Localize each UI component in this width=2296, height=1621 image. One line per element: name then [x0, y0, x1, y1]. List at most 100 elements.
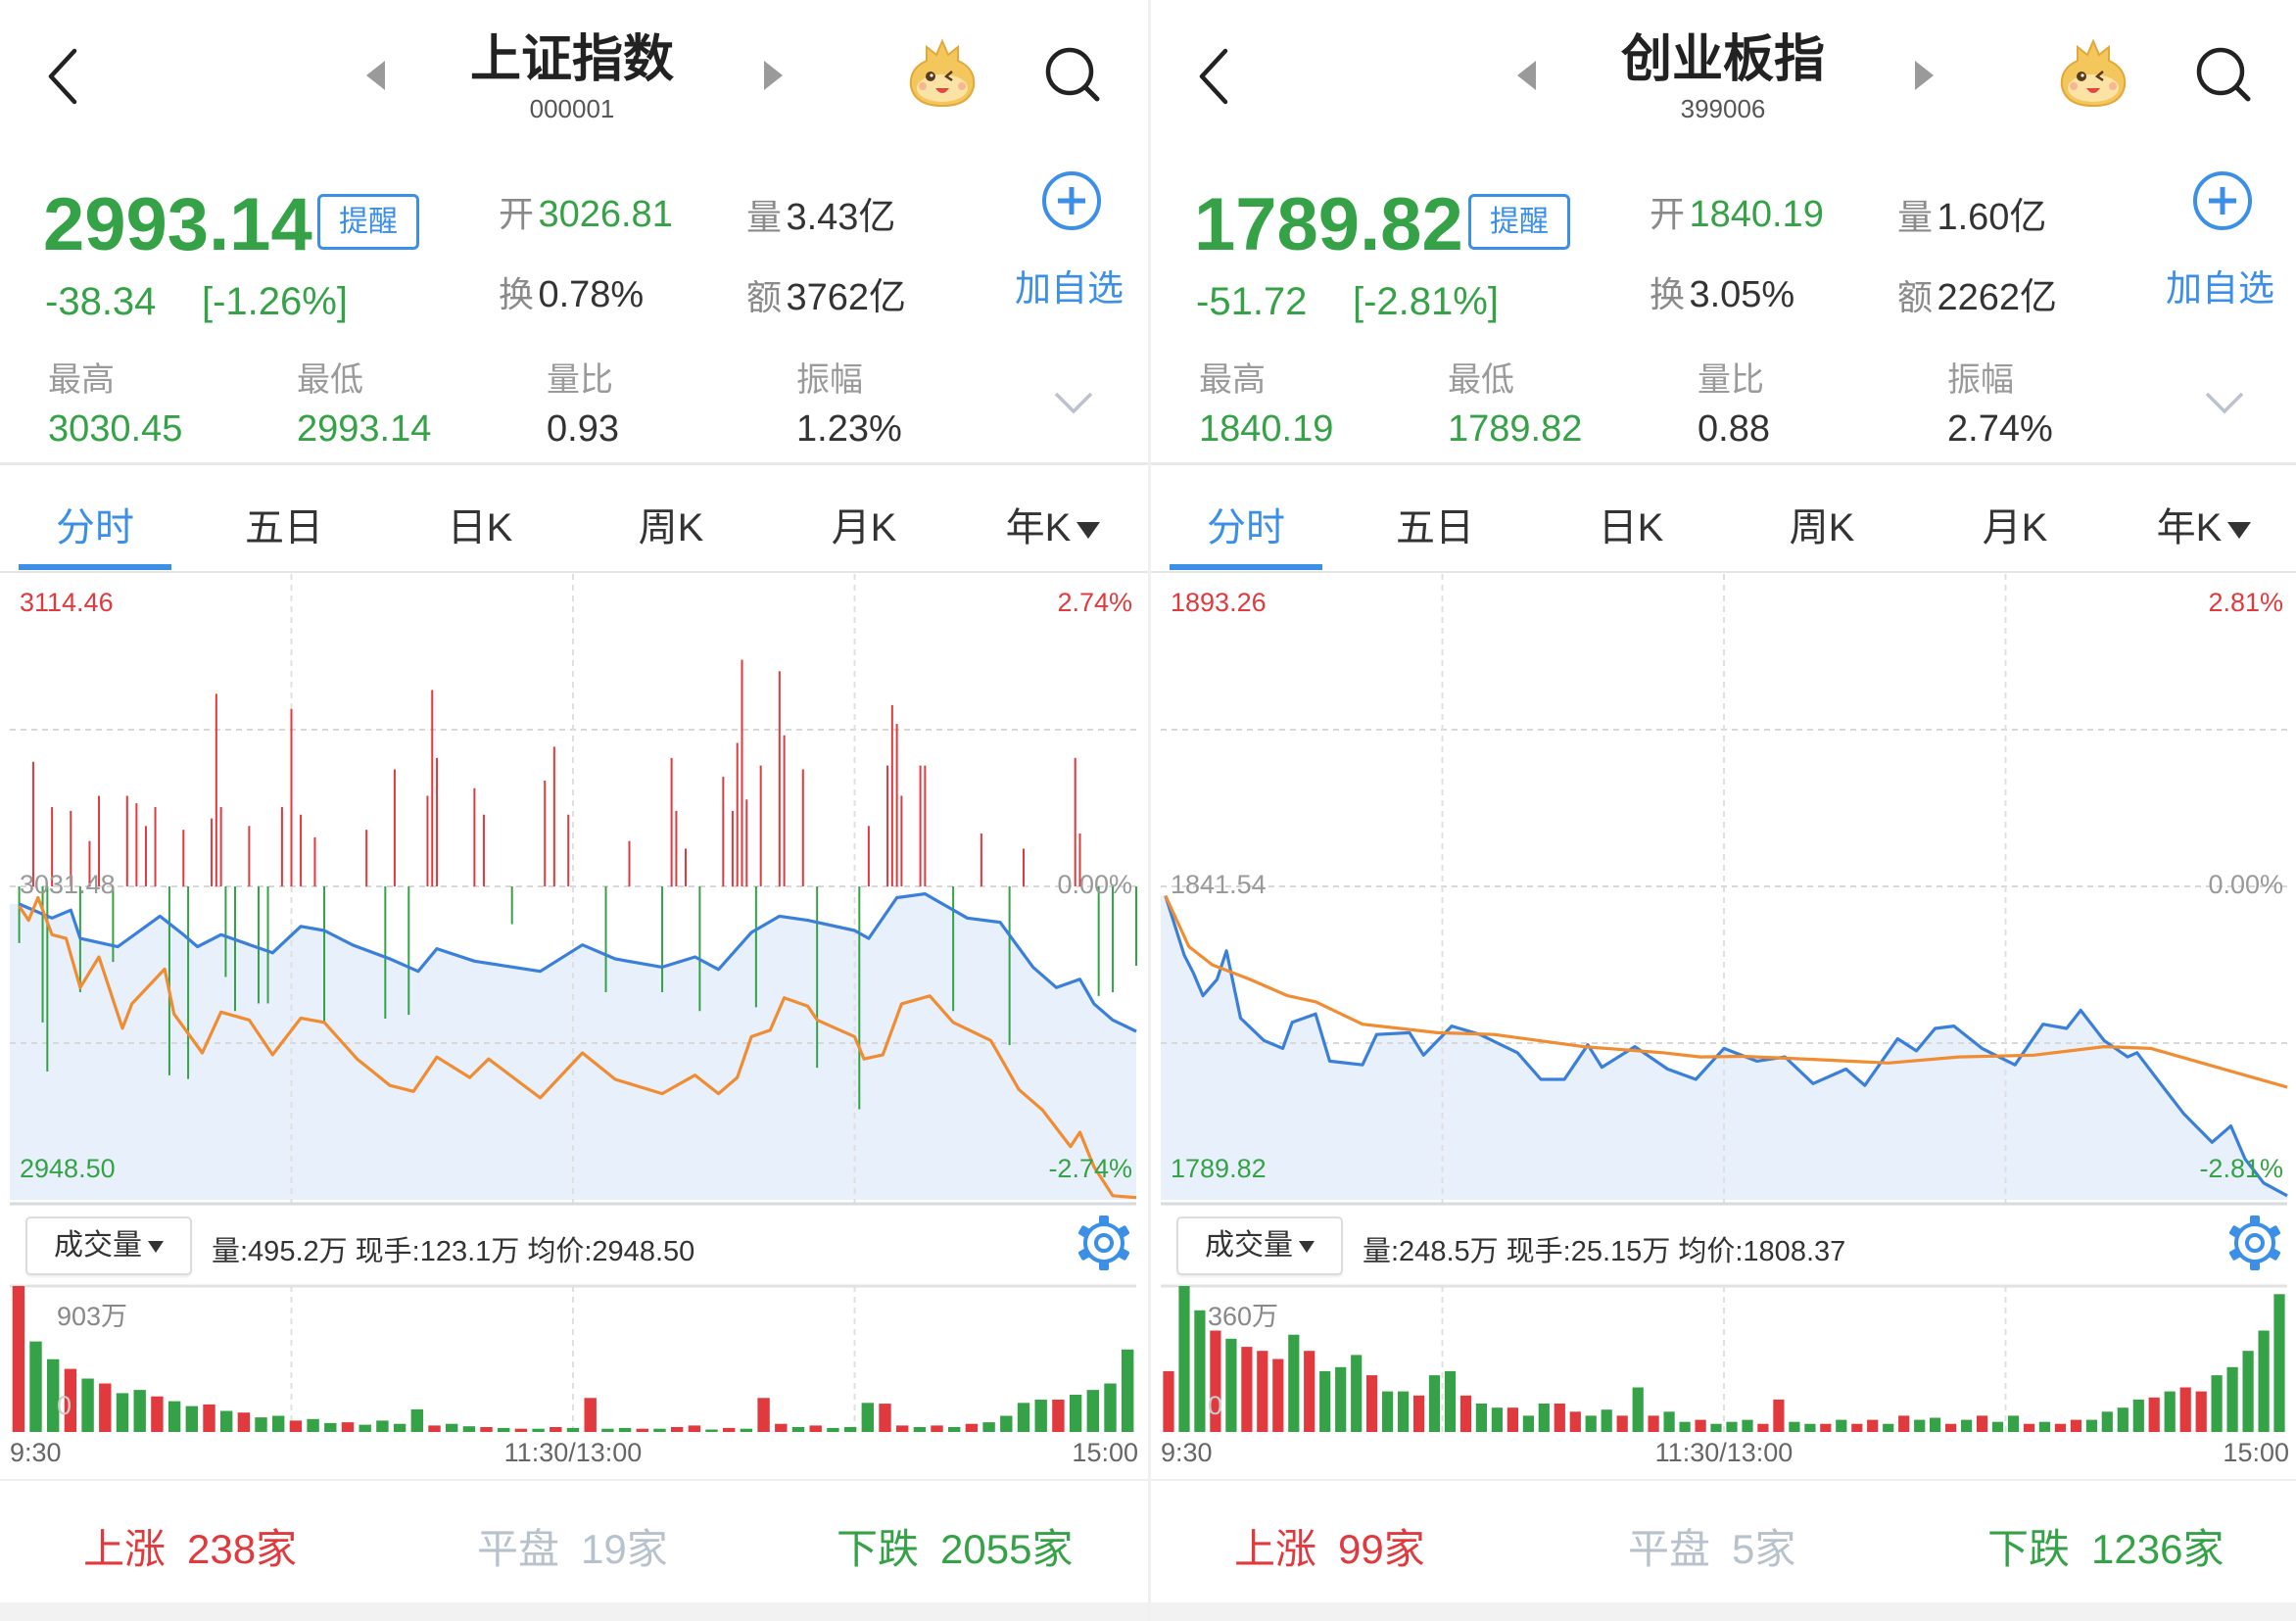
search-icon[interactable] [1042, 45, 1105, 106]
tab-yearly-k[interactable]: 年K [980, 496, 1126, 552]
volume-bar [1459, 1395, 1472, 1433]
volume-bar [220, 1410, 233, 1432]
indicator-select[interactable]: 成交量 [25, 1216, 192, 1275]
tab-daily-k[interactable]: 日K [447, 506, 513, 549]
unchanged-count[interactable]: 平盘 19家 [477, 1516, 668, 1576]
previous-index-icon[interactable] [1517, 61, 1536, 90]
tab-five-day[interactable]: 五日 [245, 506, 323, 549]
stat-volume: 量 3.43亿 [746, 186, 895, 240]
volume-bar [1663, 1411, 1675, 1432]
unchanged-value: 19家 [581, 1526, 668, 1572]
volume-bar [757, 1398, 770, 1432]
add-watchlist-plus-icon[interactable] [1040, 168, 1103, 233]
stat-label: 额 [1897, 277, 1934, 317]
volume-bar [913, 1427, 927, 1432]
expand-chevron-icon[interactable] [2203, 390, 2246, 417]
volume-bar [99, 1383, 112, 1432]
stat-open: 开 3026.81 [499, 186, 673, 237]
tab-weekly-k[interactable]: 周K [638, 506, 704, 549]
tab-intraday[interactable]: 分时 [1207, 506, 1285, 549]
volume-bar [1034, 1400, 1047, 1432]
previous-index-icon[interactable] [366, 61, 385, 90]
add-watchlist-button[interactable]: 加自选 [1015, 268, 1124, 309]
axis-bottom-percent: -2.81% [2199, 1154, 2283, 1183]
time-label-open: 9:30 [1161, 1438, 1213, 1467]
stat-volume: 量 1.60亿 [1897, 186, 2046, 240]
volume-bar [1648, 1415, 1659, 1432]
indicator-select-value: 成交量 [1205, 1229, 1293, 1262]
intraday-chart[interactable] [0, 0, 1148, 1621]
stat-label: 开 [499, 194, 535, 234]
volume-bar [167, 1401, 181, 1432]
volume-max-label: 360万 [1208, 1302, 1279, 1331]
advancing-count[interactable]: 上涨 99家 [1234, 1516, 1425, 1576]
advancing-count[interactable]: 上涨 238家 [83, 1516, 297, 1576]
volume-bar [2054, 1423, 2066, 1432]
metric-low-value: 1789.82 [1448, 408, 1583, 450]
mascot-icon[interactable] [2054, 39, 2132, 108]
tab-monthly-k[interactable]: 月K [1982, 506, 2048, 549]
volume-bar [81, 1378, 94, 1432]
add-watchlist-plus-icon[interactable] [2191, 168, 2254, 233]
volume-bar [1679, 1421, 1691, 1432]
declining-count[interactable]: 下跌 1236家 [1987, 1516, 2224, 1576]
stat-value: 1840.19 [1689, 194, 1824, 235]
metric-label: 最高 [48, 361, 115, 399]
volume-bar [341, 1422, 355, 1432]
tab-label: 年K [2156, 506, 2223, 549]
volume-bar [307, 1418, 319, 1432]
tab-label: 年K [1005, 506, 1072, 549]
volume-bar [1335, 1366, 1347, 1432]
volume-bar [584, 1398, 597, 1432]
volume-bar [1225, 1338, 1237, 1432]
back-icon[interactable] [1194, 47, 1235, 106]
volume-bar [827, 1427, 839, 1432]
metric-label: 量比 [1698, 361, 1764, 399]
tab-weekly-k[interactable]: 周K [1789, 506, 1855, 549]
settings-gear-icon[interactable] [2224, 1213, 2285, 1273]
tab-intraday[interactable]: 分时 [56, 506, 134, 549]
time-label-close: 15:00 [2223, 1438, 2289, 1467]
unchanged-count[interactable]: 平盘 5家 [1628, 1516, 1795, 1576]
next-index-icon[interactable] [1915, 61, 1934, 90]
indicator-select[interactable]: 成交量 [1176, 1216, 1343, 1275]
mascot-icon[interactable] [903, 39, 981, 108]
divider [0, 1479, 1148, 1481]
time-label-midday: 11:30/13:00 [503, 1438, 643, 1467]
index-code: 000001 [529, 94, 615, 123]
footer-bar [0, 1602, 1148, 1621]
axis-bottom-price: 2948.50 [20, 1154, 116, 1183]
next-index-icon[interactable] [764, 61, 783, 90]
volume-bar [1632, 1387, 1644, 1432]
active-tab-indicator [19, 564, 171, 570]
tab-monthly-k[interactable]: 月K [831, 506, 897, 549]
metric-label: 最高 [1199, 361, 1266, 399]
intraday-chart[interactable] [1151, 0, 2296, 1621]
settings-gear-icon[interactable] [1074, 1213, 1134, 1273]
stat-value: 3.05% [1689, 274, 1795, 315]
tab-yearly-k[interactable]: 年K [2130, 496, 2277, 552]
volume-bar [688, 1425, 701, 1432]
add-watchlist-button[interactable]: 加自选 [2166, 268, 2274, 309]
volume-bar [1491, 1407, 1503, 1432]
volume-bar [1757, 1423, 1769, 1432]
stat-label: 换 [499, 274, 535, 314]
price-change: -38.34 [45, 280, 157, 323]
tab-five-day[interactable]: 五日 [1396, 506, 1474, 549]
stat-amount: 额 3762亿 [746, 266, 906, 320]
metric-high-value: 3030.45 [48, 408, 183, 450]
tab-daily-k[interactable]: 日K [1598, 506, 1664, 549]
index-code: 399006 [1680, 94, 1766, 123]
back-icon[interactable] [43, 47, 84, 106]
volume-bar [1789, 1421, 1800, 1432]
volume-bar [2070, 1419, 2081, 1432]
alert-button[interactable]: 提醒 [317, 194, 419, 250]
volume-bar [931, 1425, 943, 1432]
declining-count[interactable]: 下跌 2055家 [837, 1516, 1073, 1576]
expand-chevron-icon[interactable] [1052, 390, 1095, 417]
divider [1151, 1479, 2296, 1481]
alert-button[interactable]: 提醒 [1468, 194, 1570, 250]
search-icon[interactable] [2193, 45, 2256, 106]
volume-bar [1914, 1419, 1926, 1432]
volume-bar [2195, 1391, 2207, 1432]
